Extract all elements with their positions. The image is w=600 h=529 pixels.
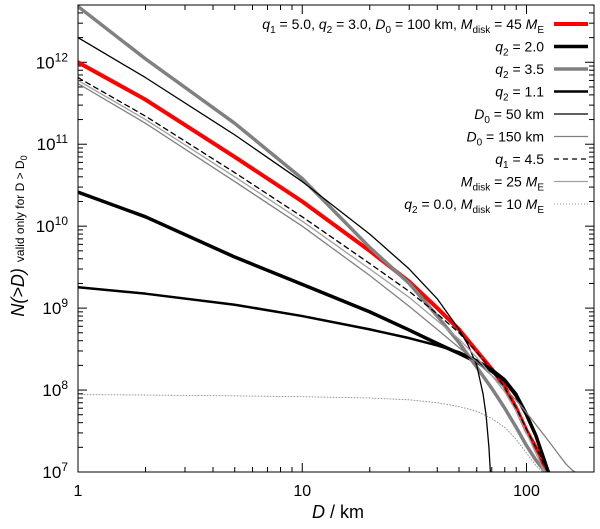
legend-label-part: q (319, 16, 327, 32)
y-tick-label: 1012 (36, 50, 69, 72)
legend-label-part: 1 (270, 25, 276, 36)
legend-label-part: 2 (412, 205, 418, 216)
y-tick-label-base: 10 (42, 299, 61, 318)
y-tick-label-base: 10 (42, 381, 61, 400)
series-line (78, 82, 576, 472)
legend-label-part: 2 (503, 93, 509, 104)
y-tick-label: 107 (42, 460, 68, 482)
legend-entry-label: D0 = 50 km (474, 106, 544, 126)
legend-entry-label: q1 = 4.5 (495, 151, 544, 171)
legend-label-part: 0 (386, 25, 392, 36)
legend-label-part: M (461, 174, 473, 190)
legend-label-part: q (495, 61, 503, 77)
legend-label-part: 2 (327, 25, 333, 36)
legend-label-part: 0 (484, 115, 490, 126)
legend-label-part: = 25 (490, 174, 525, 190)
y-tick-label: 1011 (37, 132, 69, 154)
y-axis-label-main: N(>D) (8, 268, 28, 317)
legend-label-part: = 10 (490, 196, 525, 212)
y-tick-label: 1010 (36, 214, 69, 236)
y-axis-label-group: N(>D) valid only for D > D0 (8, 155, 29, 316)
series-line (78, 76, 549, 472)
y-tick-label-exponent: 11 (56, 132, 69, 146)
y-tick-label-exponent: 7 (61, 460, 68, 474)
legend-label-part: q (404, 196, 412, 212)
legend-label-part: D (375, 16, 385, 32)
legend-label-part: = 3.5 (509, 61, 545, 77)
legend-label-part: M (461, 196, 473, 212)
legend-label-part: D (474, 106, 484, 122)
legend-entry-label: q2 = 1.1 (495, 84, 544, 104)
series-line (78, 5, 549, 472)
legend-label-part: = 3.0, (332, 16, 375, 32)
legend-label-part: M (526, 174, 538, 190)
series-line (78, 394, 544, 472)
legend-label-part: = 50 km (490, 106, 544, 122)
legend-label-part: q (262, 16, 270, 32)
legend-label-part: = 5.0, (276, 16, 319, 32)
y-axis-label-note: valid only for D > D (13, 160, 27, 262)
legend-label-part: q (495, 84, 503, 100)
legend-label-part: q (495, 151, 503, 167)
legend-entry-label: q2 = 2.0 (495, 39, 544, 59)
x-axis-label-unit: / km (325, 502, 364, 522)
legend-label-part: 1 (503, 160, 509, 171)
legend-label-part: 0 (477, 138, 483, 149)
legend-label-part: M (461, 16, 473, 32)
y-tick-label-exponent: 8 (61, 378, 68, 392)
series-line (78, 36, 492, 472)
legend-label-part: q (495, 39, 503, 55)
y-tick-label-exponent: 9 (61, 296, 68, 310)
y-tick-label-base: 10 (37, 135, 56, 154)
legend-label-part: = 100 km, (391, 16, 461, 32)
x-axis-label-symbol: D (312, 502, 325, 522)
legend-entry-label: q1 = 5.0, q2 = 3.0, D0 = 100 km, Mdisk =… (262, 16, 544, 36)
legend-entry-label: D0 = 150 km (466, 129, 544, 149)
y-tick-label: 109 (42, 296, 68, 318)
legend-label-part: 2 (503, 70, 509, 81)
legend-label-part: disk (472, 205, 491, 216)
series-line (78, 285, 550, 472)
series-line (78, 60, 551, 472)
legend-entry-label: q2 = 0.0, Mdisk = 10 ME (404, 196, 544, 216)
legend-label-part: M (526, 16, 538, 32)
legend-label-part: 2 (503, 48, 509, 59)
x-tick-label: 100 (513, 483, 540, 500)
legend-label-part: disk (472, 183, 491, 194)
y-tick-label-base: 10 (42, 463, 61, 482)
x-tick-label: 10 (293, 483, 311, 500)
x-tick-label: 1 (74, 483, 83, 500)
x-axis-label: D / km (312, 502, 364, 522)
legend-label-part: E (537, 183, 544, 194)
legend-label-part: = 4.5 (509, 151, 545, 167)
legend-label-part: M (526, 196, 538, 212)
legend-entry-label: q2 = 3.5 (495, 61, 544, 81)
y-tick-label-exponent: 12 (55, 50, 69, 64)
legend-label-part: D (466, 129, 476, 145)
legend-label-part: = 1.1 (509, 84, 545, 100)
legend-label-part: E (537, 25, 544, 36)
legend-label-part: = 150 km (482, 129, 544, 145)
legend-label-part: = 0.0, (418, 196, 461, 212)
series-line (78, 79, 546, 472)
legend-label-part: disk (472, 25, 491, 36)
y-tick-label-exponent: 10 (55, 214, 69, 228)
y-tick-label-base: 10 (36, 217, 55, 236)
y-tick-label: 108 (42, 378, 68, 400)
y-tick-label-base: 10 (36, 53, 55, 72)
legend-label-part: E (537, 205, 544, 216)
plot-frame (77, 4, 595, 473)
legend-label-part: = 45 (490, 16, 525, 32)
legend-entry-label: Mdisk = 25 ME (461, 174, 545, 194)
y-axis-label-note-subscript: 0 (19, 155, 29, 160)
y-axis-label: N(>D) valid only for D > D0 (8, 155, 29, 316)
legend-label-part: = 2.0 (509, 39, 545, 55)
